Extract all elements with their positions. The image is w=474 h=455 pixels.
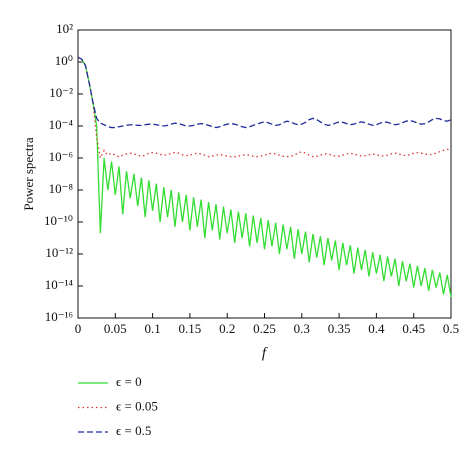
y-tick-label: 10⁻¹⁶	[45, 309, 73, 324]
y-axis-label: Power spectra	[21, 137, 36, 211]
x-tick-label: 0.45	[402, 321, 425, 336]
y-tick-label: 10⁻²	[49, 85, 73, 100]
y-tick-label: 10⁻¹⁴	[45, 277, 74, 292]
legend-label: ϵ = 0.5	[116, 423, 151, 438]
series-line	[77, 56, 452, 161]
x-tick-label: 0.1	[144, 321, 160, 336]
y-tick-label: 10⁻⁸	[49, 181, 74, 196]
x-tick-label: 0.15	[179, 321, 202, 336]
x-tick-label: 0.25	[253, 321, 276, 336]
x-tick-label: 0.05	[104, 321, 127, 336]
x-tick-label: 0.35	[328, 321, 351, 336]
x-tick-label: 0	[75, 321, 82, 336]
y-tick-label: 10⁻⁴	[49, 117, 74, 132]
x-tick-label: 0.3	[294, 321, 310, 336]
y-tick-label: 10²	[56, 21, 73, 36]
y-tick-label: 10⁻¹⁰	[44, 213, 73, 228]
x-tick-label: 0.2	[219, 321, 235, 336]
series-line	[77, 56, 452, 129]
legend-label: ϵ = 0.05	[116, 398, 158, 413]
x-tick-label: 0.5	[443, 321, 459, 336]
legend-label: ϵ = 0	[116, 374, 142, 389]
y-tick-label: 10⁻¹²	[45, 245, 73, 260]
x-tick-label: 0.4	[368, 321, 385, 336]
y-tick-label: 10⁻⁶	[49, 149, 73, 164]
x-axis-label: f	[262, 345, 268, 361]
y-tick-label: 10⁰	[55, 53, 73, 68]
series-line	[77, 56, 452, 298]
